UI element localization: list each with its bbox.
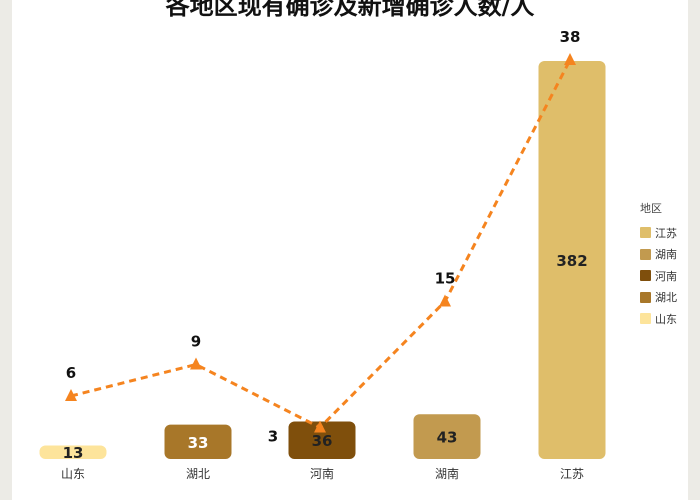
legend-item: 湖南 bbox=[640, 244, 677, 266]
bar-湖南 bbox=[413, 414, 481, 459]
legend-swatch bbox=[640, 313, 651, 325]
line-value-label: 3 bbox=[268, 428, 278, 446]
x-tick-label: 湖北 bbox=[186, 466, 210, 481]
chart-title: 各地区现有确诊及新增确诊人数/人 bbox=[165, 0, 535, 20]
x-tick-label: 山东 bbox=[61, 467, 85, 481]
line-value-label: 38 bbox=[560, 28, 581, 46]
line-value-label: 15 bbox=[435, 270, 456, 288]
bar-山东 bbox=[39, 445, 107, 459]
line-point bbox=[65, 389, 77, 401]
legend-label: 湖北 bbox=[655, 291, 677, 305]
legend-item: 湖北 bbox=[640, 287, 677, 309]
legend-label: 河南 bbox=[655, 269, 677, 283]
x-tick-label: 江苏 bbox=[560, 467, 584, 481]
line-series bbox=[70, 59, 572, 430]
line-point bbox=[190, 357, 202, 370]
legend-label: 山东 bbox=[655, 312, 677, 326]
legend-label: 江苏 bbox=[655, 226, 677, 240]
x-tick-label: 河南 bbox=[310, 466, 334, 481]
line-point bbox=[439, 294, 451, 307]
legend-swatch bbox=[640, 291, 651, 303]
legend: 地区 江苏湖南河南湖北山东 bbox=[640, 200, 677, 330]
bar-湖北 bbox=[164, 424, 232, 459]
legend-swatch bbox=[640, 227, 651, 239]
bar-江苏 bbox=[538, 61, 606, 459]
line-value-label: 9 bbox=[191, 333, 201, 351]
legend-title: 地区 bbox=[640, 202, 662, 215]
legend-item: 江苏 bbox=[640, 222, 677, 244]
bar-value-label: 382 bbox=[556, 252, 587, 270]
x-tick-label: 湖南 bbox=[435, 466, 459, 481]
legend-swatch bbox=[640, 270, 651, 282]
bar-value-label: 43 bbox=[437, 429, 458, 447]
line-point bbox=[564, 53, 576, 65]
line-point bbox=[314, 420, 326, 433]
line-value-label: 6 bbox=[66, 364, 76, 382]
legend-item: 河南 bbox=[640, 265, 677, 287]
bar-value-label: 36 bbox=[312, 432, 333, 450]
legend-label: 湖南 bbox=[655, 248, 677, 262]
legend-swatch bbox=[640, 248, 651, 260]
legend-item: 山东 bbox=[640, 308, 677, 330]
bar-河南 bbox=[288, 421, 356, 459]
bar-value-label: 13 bbox=[63, 444, 84, 462]
bar-value-label: 33 bbox=[188, 434, 209, 452]
